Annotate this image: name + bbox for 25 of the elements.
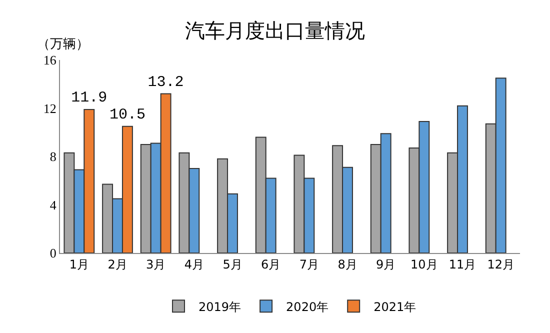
x-tick-label: 6月 [261, 257, 281, 272]
y-tick-label: 8 [50, 149, 56, 164]
x-tick-label: 2月 [108, 257, 128, 272]
x-tick-label: 5月 [222, 257, 242, 272]
legend-label: 2020年 [286, 300, 329, 314]
y-tick-label: 16 [43, 52, 57, 68]
x-tick-label: 12月 [487, 257, 514, 272]
x-tick-label: 7月 [299, 257, 319, 272]
y-tick-label: 4 [50, 197, 57, 212]
legend-label: 2021年 [374, 300, 416, 314]
y-axis-title: （万辆） [37, 37, 89, 52]
x-tick-label: 10月 [410, 257, 438, 272]
legend-label: 2019年 [198, 300, 242, 314]
chart-title: 汽车月度出口量情况 [185, 18, 365, 42]
data-label: 13.2 [148, 74, 184, 91]
data-label: 10.5 [109, 106, 146, 124]
data-label: 11.9 [71, 89, 108, 106]
x-tick-label: 8月 [338, 257, 358, 272]
x-tick-label: 1月 [69, 257, 89, 272]
x-tick-label: 3月 [146, 257, 166, 272]
y-tick-label: 0 [50, 246, 56, 261]
y-tick-label: 12 [43, 100, 56, 116]
x-tick-label: 9月 [376, 257, 396, 272]
x-tick-label: 4月 [184, 257, 204, 272]
x-tick-label: 11月 [448, 257, 476, 272]
